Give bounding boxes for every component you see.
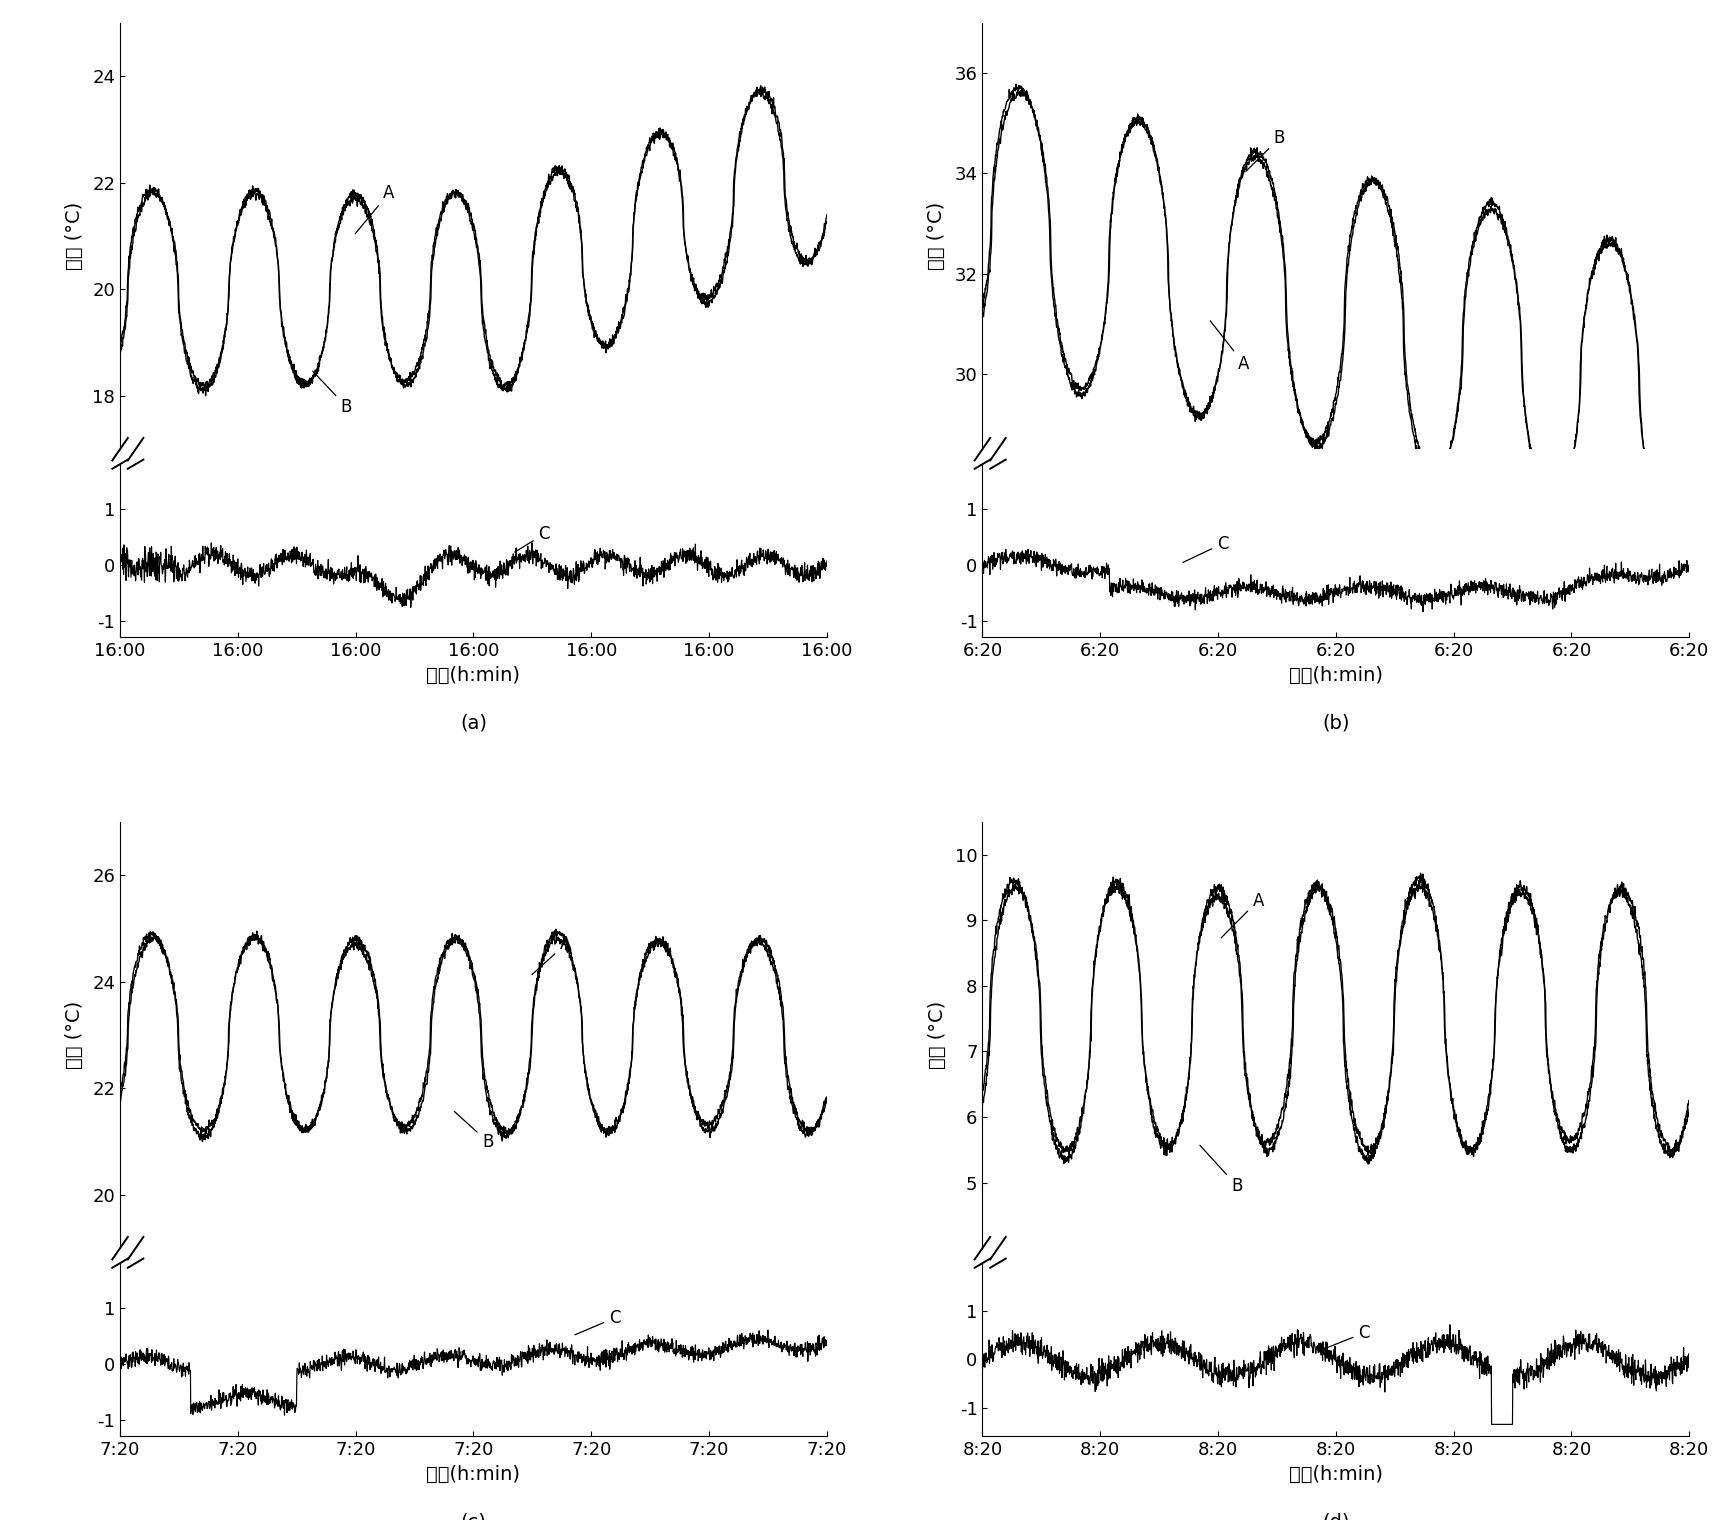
X-axis label: 时间(h:min): 时间(h:min) [1289,1465,1381,1484]
Text: C: C [574,1309,620,1335]
Text: (c): (c) [461,1512,487,1520]
Text: (d): (d) [1321,1512,1349,1520]
Text: A: A [531,935,571,974]
Y-axis label: 温度 (°C): 温度 (°C) [927,1000,946,1069]
Text: C: C [514,524,550,552]
Text: C: C [1183,535,1227,562]
Text: (a): (a) [459,713,487,733]
X-axis label: 时间(h:min): 时间(h:min) [1289,666,1381,686]
Y-axis label: 温度 (°C): 温度 (°C) [65,202,84,271]
Text: A: A [1220,892,1263,938]
Text: B: B [1244,129,1284,172]
Text: (b): (b) [1321,713,1349,733]
Text: B: B [454,1111,494,1151]
Y-axis label: 温度 (°C): 温度 (°C) [65,1000,84,1069]
X-axis label: 时间(h:min): 时间(h:min) [427,1465,519,1484]
Y-axis label: 温度 (°C): 温度 (°C) [927,202,946,271]
X-axis label: 时间(h:min): 时间(h:min) [427,666,519,686]
Text: B: B [312,371,351,415]
Text: A: A [355,184,394,234]
Text: C: C [1323,1324,1369,1348]
Text: B: B [1200,1145,1243,1195]
Text: A: A [1210,321,1250,372]
